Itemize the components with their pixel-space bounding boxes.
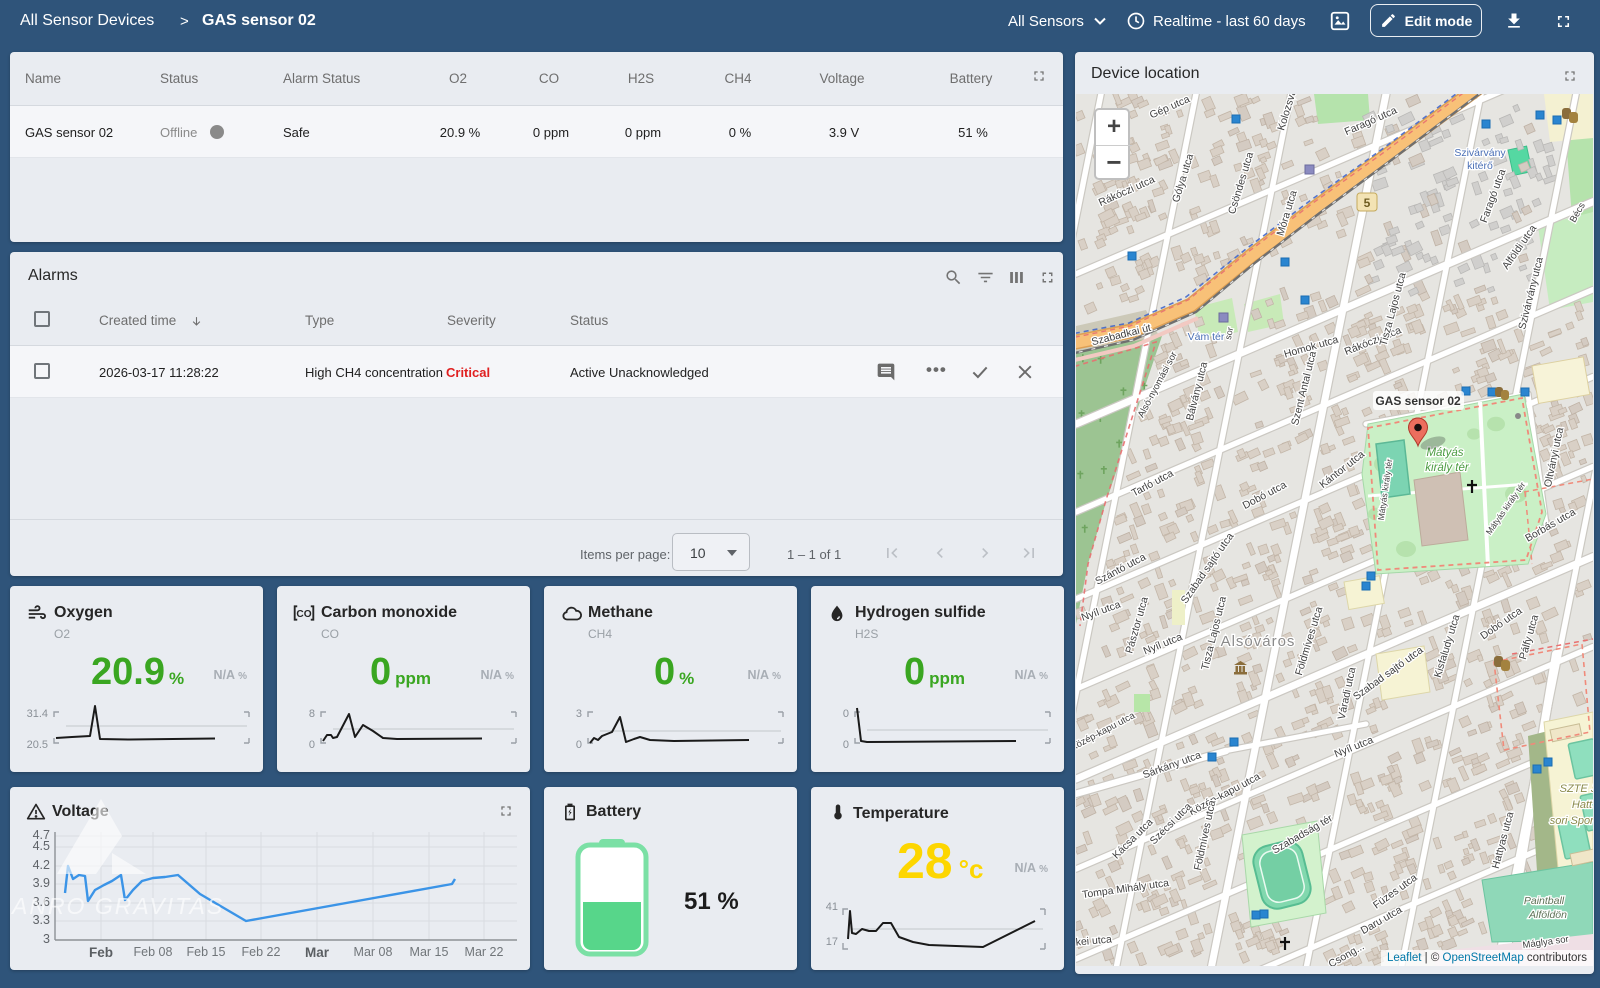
svg-text:Vám tér: Vám tér xyxy=(1188,331,1225,343)
svg-text:kitérő: kitérő xyxy=(1467,160,1493,172)
svg-text:kei utca: kei utca xyxy=(1076,933,1112,948)
svg-text:sori Sportk: sori Sportk xyxy=(1550,815,1593,827)
svg-text:király tér: király tér xyxy=(1425,462,1470,474)
svg-text:Hatt: Hatt xyxy=(1572,799,1593,811)
svg-text:5: 5 xyxy=(1364,196,1371,210)
svg-text:sor: sor xyxy=(1223,326,1235,340)
svg-text:Alföldön: Alföldön xyxy=(1528,909,1567,921)
svg-text:CO: CO xyxy=(296,609,311,620)
svg-text:SZTE J: SZTE J xyxy=(1560,783,1593,795)
svg-text:Alsóváros: Alsóváros xyxy=(1221,633,1296,650)
svg-text:Mátyás: Mátyás xyxy=(1426,447,1463,459)
svg-text:Szivárvány: Szivárvány xyxy=(1454,147,1506,159)
svg-text:Paintball: Paintball xyxy=(1524,895,1565,907)
svg-text:GAS sensor 02: GAS sensor 02 xyxy=(1375,394,1461,408)
